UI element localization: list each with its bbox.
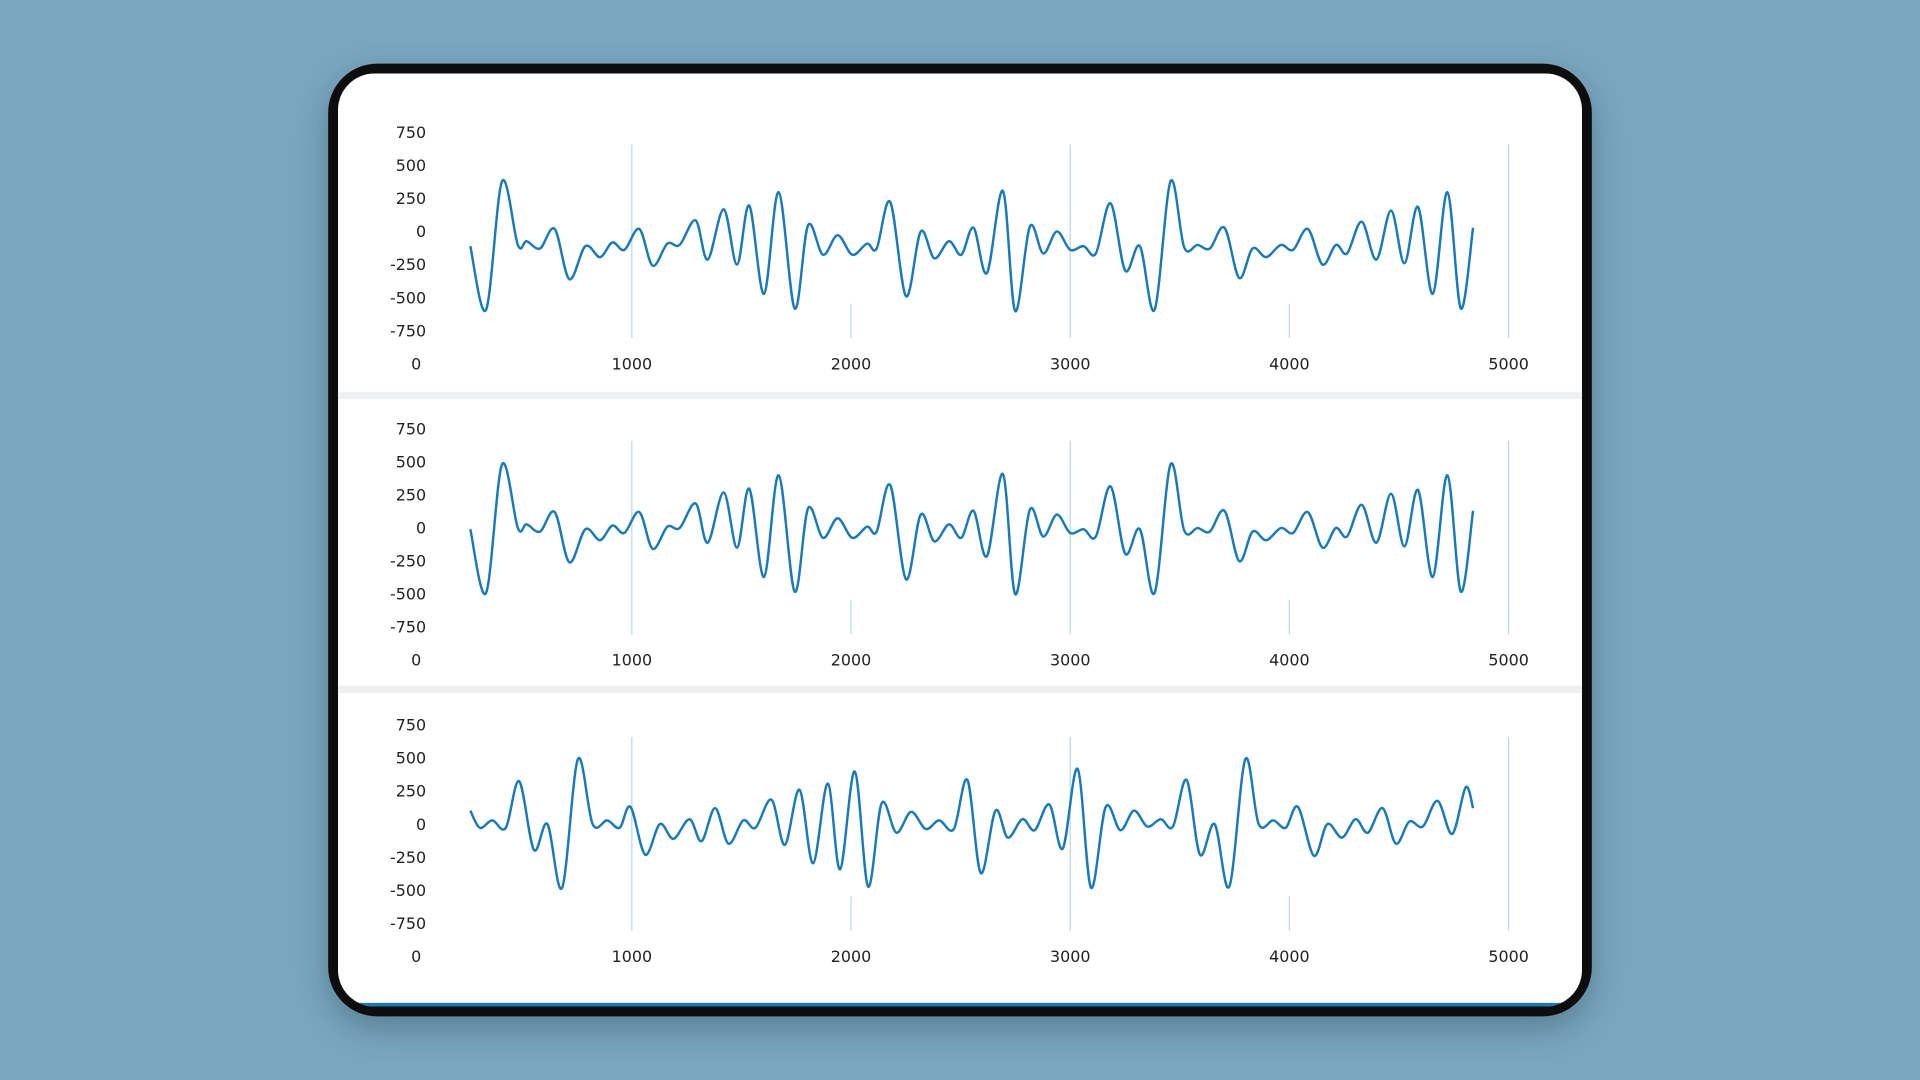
- y-tick-label: -250: [390, 848, 426, 867]
- waveform-line: [469, 461, 1475, 596]
- x-tick-label: 5000: [1488, 947, 1528, 966]
- y-tick-label: -250: [390, 552, 426, 571]
- x-tick-label: 3000: [1050, 354, 1090, 373]
- x-tick-label: 1000: [612, 354, 652, 373]
- x-tick-label: 0: [411, 651, 421, 670]
- x-tick-label: 2000: [831, 651, 871, 670]
- panel-divider: [337, 391, 1583, 400]
- y-tick-label: -500: [390, 585, 426, 604]
- y-tick-label: -750: [390, 321, 426, 340]
- x-tick-label: 5000: [1488, 354, 1528, 373]
- x-tick-label: 5000: [1488, 651, 1528, 670]
- charts: 750 500 250 0 -250 -500 -750 0 1000 2000 3000 4000 5…: [390, 123, 1529, 966]
- y-tick-label: 250: [396, 189, 426, 208]
- chart-panel: 750 500 250 0 -250 -500 -750 0 1000 2000 3000 4000 5…: [390, 716, 1529, 966]
- y-tick-label: 0: [416, 518, 426, 537]
- y-tick-label: 500: [396, 749, 426, 768]
- y-tick-label: 750: [396, 419, 426, 438]
- waveform-line: [469, 178, 1475, 313]
- x-tick-label: 1000: [612, 947, 652, 966]
- y-tick-label: 500: [396, 156, 426, 175]
- bottom-bar: [337, 1002, 1583, 1007]
- y-tick-label: 250: [396, 485, 426, 504]
- x-tick-label: 0: [411, 947, 421, 966]
- device-screen: 750 500 250 0 -250 -500 -750 0 1000 2000 3000 4000 5…: [337, 73, 1583, 1007]
- y-tick-label: -250: [390, 255, 426, 274]
- x-tick-label: 4000: [1269, 947, 1309, 966]
- x-tick-label: 1000: [612, 651, 652, 670]
- y-tick-label: -750: [390, 618, 426, 637]
- screen-background: [337, 73, 1583, 1007]
- y-tick-label: 0: [416, 222, 426, 241]
- x-tick-label: 3000: [1050, 651, 1090, 670]
- x-tick-label: 3000: [1050, 947, 1090, 966]
- panel-divider: [337, 685, 1583, 694]
- x-tick-label: 2000: [831, 947, 871, 966]
- y-tick-label: 0: [416, 815, 426, 834]
- y-tick-label: 500: [396, 452, 426, 471]
- y-tick-label: 750: [396, 123, 426, 142]
- x-tick-label: 0: [411, 354, 421, 373]
- x-tick-label: 4000: [1269, 651, 1309, 670]
- y-tick-label: -500: [390, 881, 426, 900]
- y-tick-label: 750: [396, 716, 426, 735]
- y-tick-label: -750: [390, 914, 426, 933]
- y-tick-label: 250: [396, 782, 426, 801]
- x-tick-label: 2000: [831, 354, 871, 373]
- y-tick-label: -500: [390, 288, 426, 307]
- chart-panel: 750 500 250 0 -250 -500 -750 0 1000 2000 3000 4000 5…: [390, 419, 1529, 669]
- waveform-line: [469, 756, 1475, 890]
- chart-panel: 750 500 250 0 -250 -500 -750 0 1000 2000 3000 4000 5…: [390, 123, 1529, 373]
- x-tick-label: 4000: [1269, 354, 1309, 373]
